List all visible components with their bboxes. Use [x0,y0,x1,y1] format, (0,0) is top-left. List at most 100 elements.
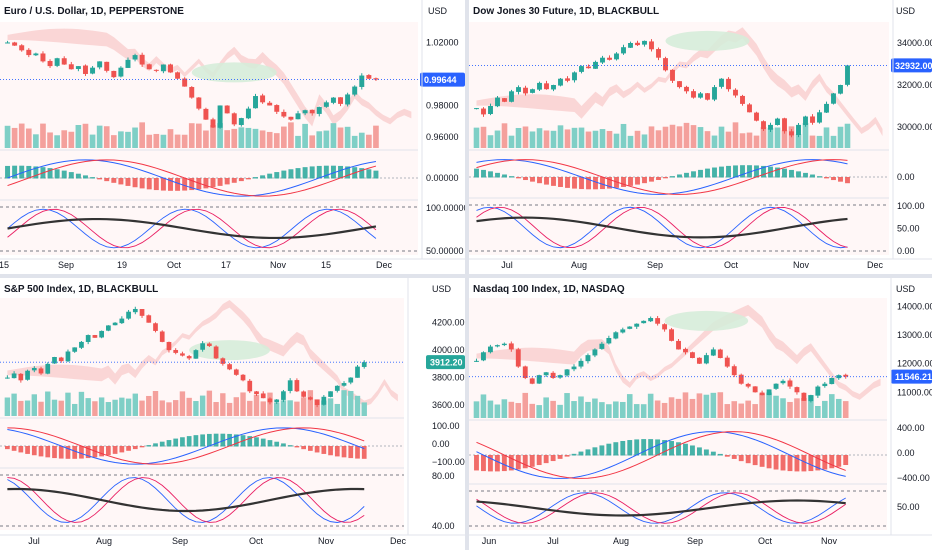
volume-bar [746,132,753,148]
macd-histogram-bar [557,455,563,459]
macd-histogram-bar [691,171,696,178]
macd-histogram-bar [119,446,125,453]
candle-body [691,91,696,98]
macd-histogram-bar [836,455,842,467]
candle-body [782,118,787,132]
volume-bar [738,403,745,418]
volume-bar [835,398,842,418]
macd-histogram-bar [359,168,365,179]
macd-histogram-bar [217,178,223,186]
macd-line [476,431,846,479]
candle-body [780,380,786,384]
macd-histogram-bar [224,178,230,185]
candle-body [621,47,626,54]
volume-bar [220,393,226,416]
candle-body [203,108,209,120]
candle-body [627,326,633,329]
volume-bar [103,126,110,148]
candle-body [301,391,306,397]
macd-histogram-bar [72,446,78,459]
macd-histogram-bar [288,169,294,179]
panel-divider-horizontal[interactable] [0,274,932,278]
chart-nasdaq-svg[interactable]: 11546.21 14000.00 13000.00 12000.00 11000.00… [469,278,932,550]
macd-histogram-bar [508,455,514,471]
time-axis-label: Dec [376,260,393,270]
osc-tick-label: 100.00 [897,201,925,211]
volume-bar [515,403,522,418]
volume-bar [844,123,851,148]
candle-body [717,349,723,358]
macd-histogram-bar [366,169,372,179]
candle-body [118,67,124,77]
macd-histogram-bar [12,165,18,179]
macd-histogram-bar [670,176,675,178]
price-tick-label: 3800.00 [432,373,465,383]
macd-histogram-bar [373,170,379,179]
candle-body [683,348,688,353]
volume-bar [724,404,731,418]
macd-histogram-bar [676,442,681,456]
stoch-d-line [476,492,846,524]
candle-body [139,309,145,316]
chart-sp500-svg[interactable]: 3912.20 4200.00 4000.00 3800.00 3600.00 100.0… [0,278,465,550]
price-tick-label: 30000.00 [897,122,932,132]
candle-body [210,119,216,128]
macd-histogram-bar [52,446,57,459]
candle-body [45,363,51,374]
candle-body [600,57,605,63]
macd-histogram-bar [245,178,251,180]
macd-histogram-bar [348,446,354,459]
macd-histogram-bar [724,455,730,457]
time-axis-label: 17 [221,260,231,270]
macd-histogram-bar [698,169,703,178]
time-axis-label: 15 [321,260,331,270]
macd-histogram-bar [752,455,758,466]
volume-bar [837,126,844,148]
last-price-label: 32932.00 [895,61,932,71]
macd-histogram-bar [719,166,724,178]
candle-body [294,380,300,392]
volume-bar [51,399,58,416]
chart-eurusd-svg[interactable]: 0.99644 1.02000 0.98000 0.96000 0.00000 100.0… [0,0,465,274]
volume-bar [266,131,273,148]
macd-histogram-bar [745,455,751,464]
last-price-label-bg [420,72,465,87]
volume-bar [152,390,159,416]
volume-bar [224,130,231,148]
macd-histogram-bar [747,165,752,178]
macd-histogram-bar [125,178,131,186]
chart-panel-eurusd[interactable]: 0.99644 1.02000 0.98000 0.96000 0.00000 100.0… [0,0,465,274]
volume-bar [619,401,626,418]
candle-body [808,395,814,402]
candle-body [231,113,237,125]
volume-bar [181,134,188,148]
volume-bar [739,133,746,148]
price-tick-label: 13000.00 [897,330,932,340]
macd-histogram-bar [655,439,661,456]
volume-bar [45,391,51,416]
candle-body [810,116,815,123]
volume-bar [613,133,620,148]
candle-body [11,373,17,379]
macd-histogram-bar [61,170,67,179]
candle-body [182,78,188,87]
chart-panel-dowjones[interactable]: 32932.00 34000.00 32000.00 30000.00 0.00 100.… [469,0,932,274]
chart-panel-sp500[interactable]: 3912.20 4200.00 4000.00 3800.00 3600.00 100.0… [0,278,465,550]
chart-dowjones-svg[interactable]: 32932.00 34000.00 32000.00 30000.00 0.00 100.… [469,0,932,274]
volume-bar [828,394,835,418]
candle-body [189,87,195,98]
candle-body [768,124,773,130]
volume-bar [501,123,508,148]
macd-histogram-bar [808,455,814,472]
osc-tick-label: 0.00 [897,246,915,256]
volume-bar [842,401,849,418]
chart-panel-nasdaq[interactable]: 11546.21 14000.00 13000.00 12000.00 11000.00… [469,278,932,550]
volume-bar [33,134,39,148]
macd-histogram-bar [309,166,315,179]
volume-bar [480,126,487,148]
candle-body [752,386,758,393]
volume-bar [354,395,361,416]
time-axis-label: Sep [172,536,188,546]
volume-bar [529,403,536,418]
candle-body [309,109,315,114]
